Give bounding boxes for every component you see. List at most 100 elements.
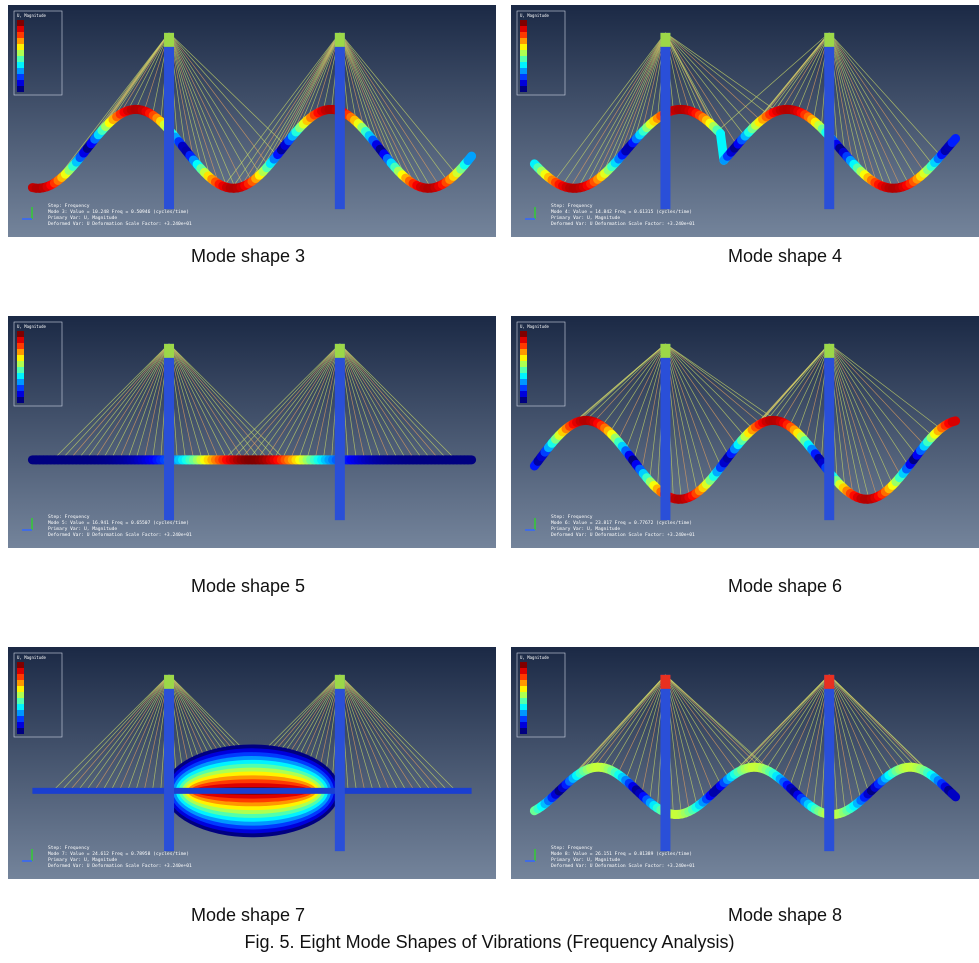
tower-top — [660, 344, 670, 358]
legend-swatch — [17, 38, 24, 44]
legend-swatch — [520, 728, 527, 734]
legend-swatch — [17, 698, 24, 704]
legend-swatch — [17, 716, 24, 722]
status-text: Deformed Var: U Deformation Scale Factor… — [551, 863, 695, 869]
panel-caption: Mode shape 7 — [4, 905, 492, 926]
panel-caption: Mode shape 8 — [541, 905, 979, 926]
figure-caption: Fig. 5. Eight Mode Shapes of Vibrations … — [0, 932, 979, 953]
legend-swatch — [520, 26, 527, 32]
tower — [660, 344, 670, 520]
tower — [335, 675, 345, 851]
tower-top — [164, 675, 174, 689]
legend-swatch — [520, 662, 527, 668]
status-text: Step: Frequency — [48, 514, 90, 520]
mode-panel: U, MagnitudeStep: FrequencyMode 6: Value… — [511, 316, 979, 548]
deck — [32, 788, 471, 794]
status-text: Primary Var: U, Magnitude — [48, 215, 117, 221]
legend-swatch — [17, 373, 24, 379]
legend-swatch — [17, 32, 24, 38]
status-text: Deformed Var: U Deformation Scale Factor… — [551, 221, 695, 227]
legend-swatch — [520, 385, 527, 391]
status-text: Step: Frequency — [48, 203, 90, 209]
legend-swatch — [520, 80, 527, 86]
panel-caption: Mode shape 5 — [4, 576, 492, 597]
legend-swatch — [17, 397, 24, 403]
panel-caption: Mode shape 3 — [4, 246, 492, 267]
figure-page: Fig. 5. Eight Mode Shapes of Vibrations … — [0, 0, 979, 963]
status-text: Step: Frequency — [551, 514, 593, 520]
status-text: Primary Var: U, Magnitude — [551, 526, 620, 532]
legend-swatch — [520, 680, 527, 686]
legend-swatch — [520, 74, 527, 80]
legend-swatch — [520, 355, 527, 361]
status-text: Mode 4: Value = 14.842 Freq = 0.61315 (c… — [551, 209, 692, 215]
legend-swatch — [520, 397, 527, 403]
legend-swatch — [17, 385, 24, 391]
status-text: Mode 8: Value = 26.151 Freq = 0.81389 (c… — [551, 851, 692, 857]
tower — [164, 675, 174, 851]
legend-swatch — [520, 20, 527, 26]
tower — [164, 33, 174, 209]
status-text: Step: Frequency — [551, 203, 593, 209]
legend-swatch — [520, 379, 527, 385]
legend-swatch — [17, 86, 24, 92]
status-text: Primary Var: U, Magnitude — [551, 857, 620, 863]
legend-swatch — [520, 349, 527, 355]
legend-swatch — [17, 20, 24, 26]
legend-swatch — [17, 704, 24, 710]
legend-swatch — [17, 68, 24, 74]
status-text: Primary Var: U, Magnitude — [48, 526, 117, 532]
status-text: Deformed Var: U Deformation Scale Factor… — [551, 532, 695, 538]
legend-swatch — [17, 56, 24, 62]
tower-top — [335, 33, 345, 47]
legend-swatch — [520, 391, 527, 397]
tower — [660, 675, 670, 851]
mode-panel: U, Magnitude Step: FrequencyMode 3: Value… — [8, 5, 496, 237]
legend-swatch — [520, 50, 527, 56]
legend-swatch — [520, 710, 527, 716]
legend-swatch — [17, 668, 24, 674]
legend-swatch — [17, 722, 24, 728]
legend-swatch — [520, 698, 527, 704]
status-text: Primary Var: U, Magnitude — [48, 857, 117, 863]
legend-swatch — [17, 331, 24, 337]
panel-caption: Mode shape 4 — [541, 246, 979, 267]
legend-title: U, Magnitude — [520, 13, 549, 18]
legend-swatch — [17, 50, 24, 56]
tower — [824, 33, 834, 209]
legend-swatch — [17, 680, 24, 686]
tower-top — [660, 675, 670, 689]
deck — [468, 156, 472, 161]
status-text: Deformed Var: U Deformation Scale Factor… — [48, 863, 192, 869]
legend-swatch — [17, 686, 24, 692]
legend-swatch — [520, 686, 527, 692]
legend-swatch — [17, 62, 24, 68]
legend-swatch — [520, 337, 527, 343]
deck — [952, 421, 956, 422]
legend-title: U, Magnitude — [17, 13, 46, 18]
mode-panel: U, MagnitudeStep: FrequencyMode 8: Value… — [511, 647, 979, 879]
status-text: Deformed Var: U Deformation Scale Factor… — [48, 532, 192, 538]
background — [8, 5, 496, 237]
legend-swatch — [17, 44, 24, 50]
legend-swatch — [520, 674, 527, 680]
legend-swatch — [520, 38, 527, 44]
legend-swatch — [17, 349, 24, 355]
tower — [824, 675, 834, 851]
status-text: Primary Var: U, Magnitude — [551, 215, 620, 221]
deck — [952, 138, 956, 142]
legend-swatch — [17, 692, 24, 698]
legend-swatch — [17, 343, 24, 349]
legend-swatch — [520, 716, 527, 722]
status-text: Mode 5: Value = 16.941 Freq = 0.65507 (c… — [48, 520, 189, 526]
status-text: Mode 3: Value = 10.248 Freq = 0.50946 (c… — [48, 209, 189, 215]
legend-swatch — [17, 26, 24, 32]
legend-title: U, Magnitude — [520, 324, 549, 329]
legend-swatch — [17, 367, 24, 373]
tower — [335, 344, 345, 520]
legend-swatch — [17, 391, 24, 397]
tower-top — [164, 33, 174, 47]
legend-swatch — [520, 668, 527, 674]
